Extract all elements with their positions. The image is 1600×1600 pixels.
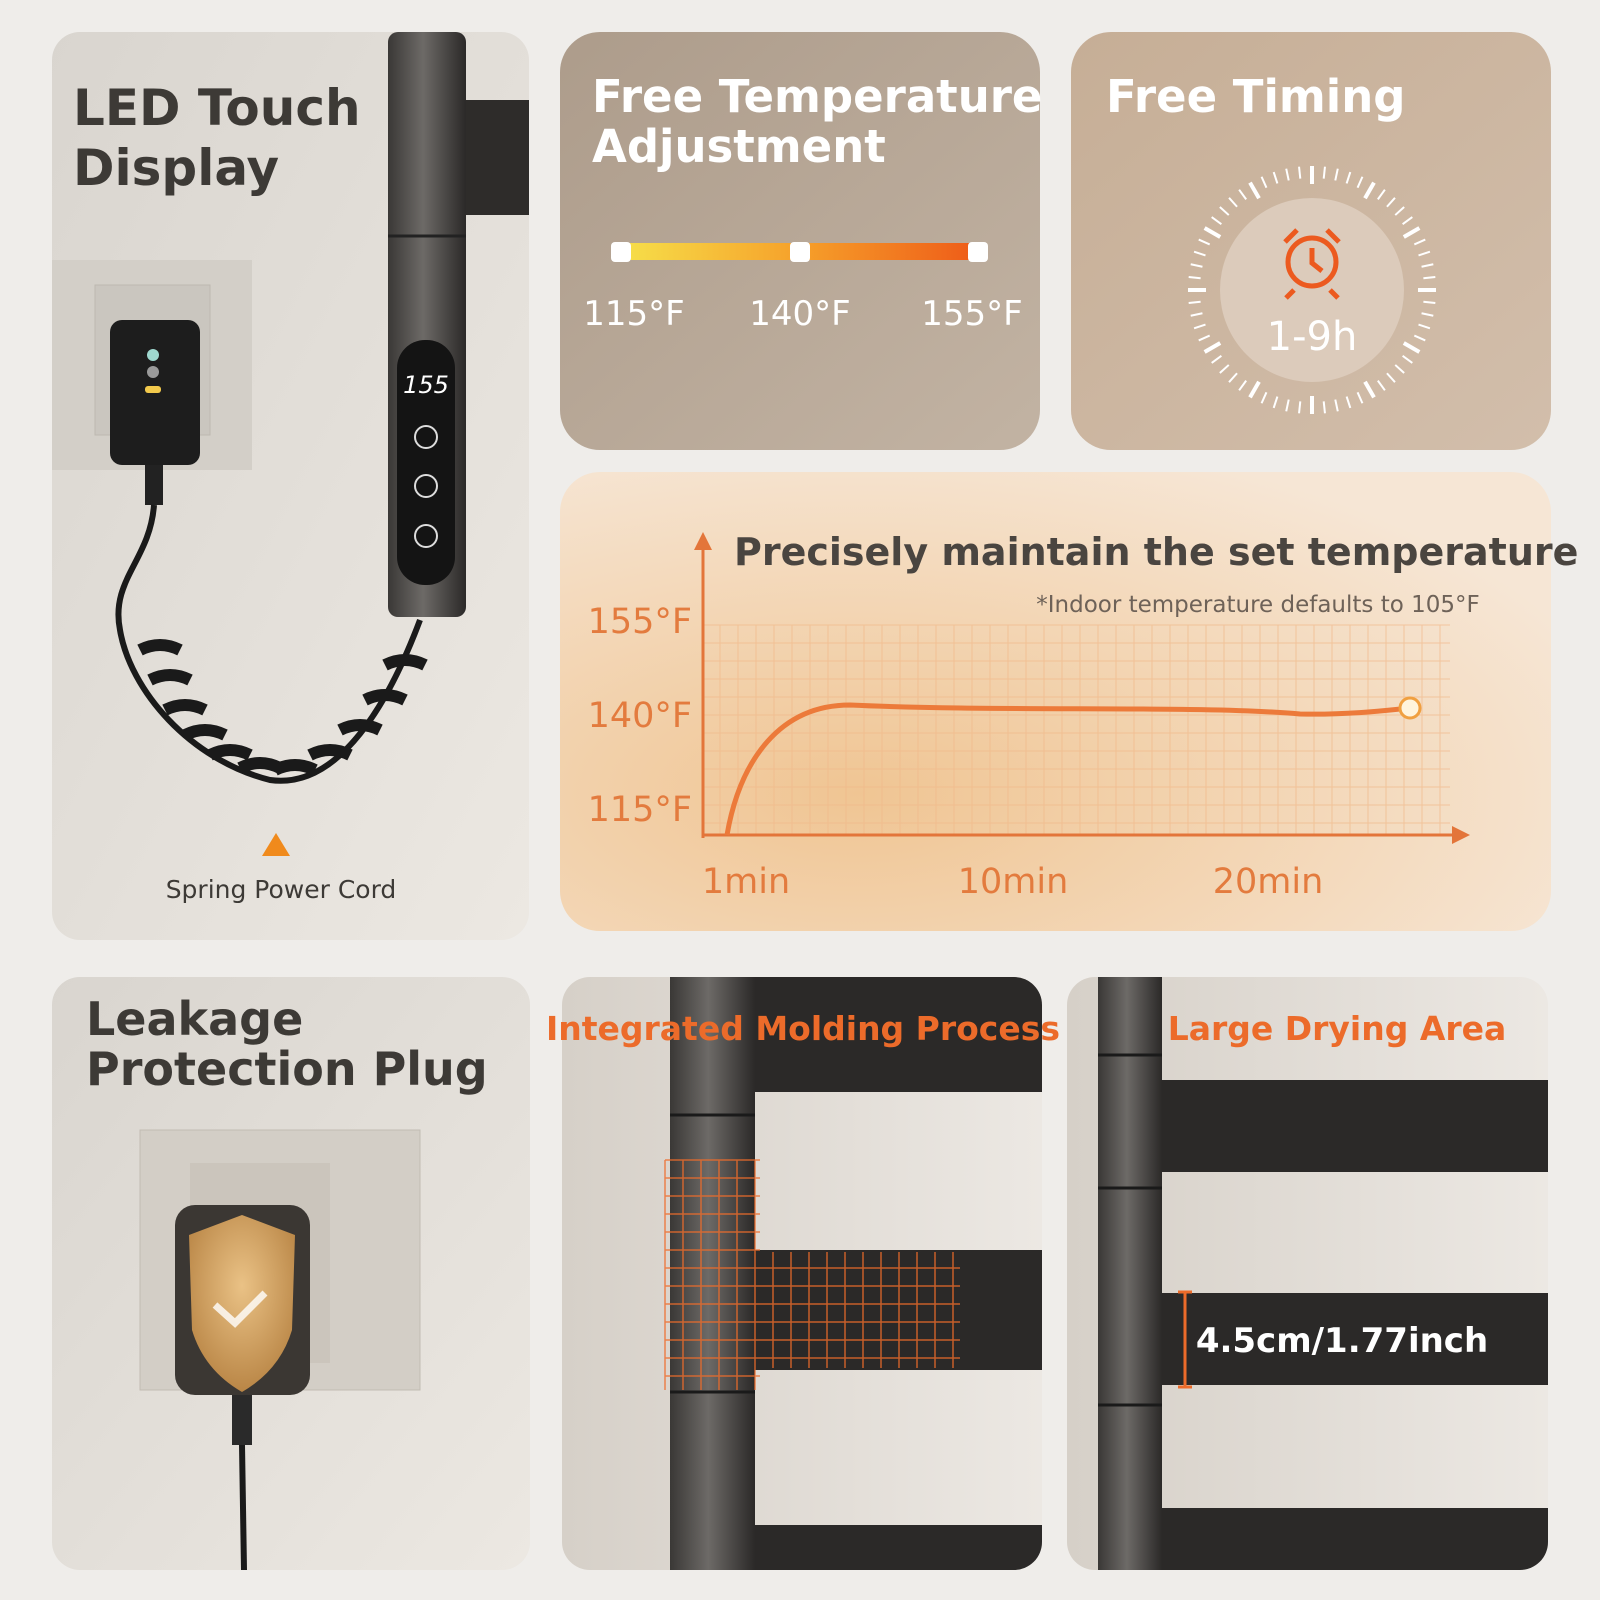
clock-tick [1394, 206, 1405, 216]
clock-tick [1198, 334, 1211, 342]
dimension: 4.5cm/1.77inch [1196, 1321, 1488, 1361]
grid [703, 624, 1450, 835]
clock-tick [1363, 181, 1376, 200]
leakage-title: Leakage [86, 992, 303, 1046]
clock-tick [1402, 226, 1421, 239]
temperature-label: 140°F [749, 294, 850, 334]
axis-arrow [694, 532, 712, 550]
temperature-panel [560, 32, 1040, 450]
curve [724, 702, 1411, 836]
led-panel [52, 32, 529, 940]
clock-tick [1188, 276, 1201, 280]
clock-tick [1421, 263, 1434, 268]
clock-tick [1334, 399, 1339, 412]
clock-tick [1413, 238, 1426, 246]
clock-tick [1345, 396, 1352, 409]
clock-tick [1322, 166, 1326, 179]
leakage-panel [52, 977, 530, 1570]
clock-tick [1423, 300, 1436, 304]
clock-tick [1413, 334, 1426, 342]
timing-range: 1-9h [1267, 314, 1358, 360]
clock-tick [1402, 216, 1413, 225]
maintain-note: *Indoor temperature defaults to 105°F [1036, 592, 1480, 618]
y-label: 140°F [588, 696, 692, 736]
clock-tick [1421, 312, 1434, 317]
slider-knob [790, 242, 810, 262]
clock-tick [1228, 372, 1238, 383]
led-title: LED Touch [73, 79, 361, 137]
temperature-label: 115°F [583, 294, 684, 334]
clock-tick [1260, 391, 1268, 404]
clock-tick [1219, 364, 1230, 374]
clock-tick [1203, 226, 1222, 239]
clock-tick [1248, 181, 1261, 200]
clock-tick [1285, 399, 1290, 412]
clock-tick [1260, 176, 1268, 189]
maintain-panel [560, 472, 1551, 931]
clock-tick [1423, 276, 1436, 280]
x-label: 20min [1213, 862, 1324, 902]
screen-reading: 155 [403, 371, 449, 399]
molding-panel [562, 977, 1042, 1570]
clock-tick [1345, 171, 1352, 184]
maintain-title: Precisely maintain the set temperature [734, 530, 1578, 574]
clock-tick [1356, 176, 1364, 189]
x-label: 10min [958, 862, 1069, 902]
clock-tick [1211, 355, 1222, 364]
clock-tick [1418, 323, 1431, 330]
clock-tick [1298, 401, 1302, 414]
y-label: 155°F [588, 602, 692, 642]
clock-tick [1219, 206, 1230, 216]
alarm-icon [1283, 228, 1341, 300]
temperature-label: 155°F [921, 294, 1022, 334]
clock-tick [1190, 312, 1203, 317]
caption: Spring Power Cord [166, 875, 397, 904]
clock-tick [1322, 401, 1326, 414]
clock-tick [1248, 380, 1261, 399]
clock-tick [1190, 263, 1203, 268]
clock-tick [1402, 341, 1421, 354]
clock-tick [1298, 166, 1302, 179]
y-label: 115°F [588, 790, 692, 830]
drying-title: Large Drying Area [1168, 1009, 1507, 1048]
leakage-title: Protection Plug [86, 1042, 488, 1096]
axis-arrow [1452, 826, 1470, 844]
clock-tick [1285, 168, 1290, 181]
clock-tick [1238, 189, 1247, 200]
clock-tick [1402, 355, 1413, 364]
clock-tick [1386, 197, 1396, 208]
curve-end [1398, 696, 1422, 720]
clock-tick [1203, 341, 1222, 354]
clock-tick [1272, 171, 1279, 184]
clock-tick [1188, 300, 1201, 304]
clock-tick [1238, 380, 1247, 391]
clock-ticks [1188, 166, 1436, 414]
clock-tick [1363, 380, 1376, 399]
clock-tick [1211, 216, 1222, 225]
temperature-title: Free Temperature [592, 70, 1042, 123]
clock-tick [1394, 364, 1405, 374]
clock-tick [1198, 238, 1211, 246]
timing-title: Free Timing [1106, 70, 1405, 123]
clock-tick [1377, 380, 1386, 391]
molding-title: Integrated Molding Process [546, 1009, 1060, 1048]
slider-knob [968, 242, 988, 262]
clock-face [1220, 198, 1404, 382]
slider-knob [611, 242, 631, 262]
clock-tick [1193, 323, 1206, 330]
clock-tick [1228, 197, 1238, 208]
temperature-title: Adjustment [592, 120, 886, 173]
clock-tick [1193, 250, 1206, 257]
led-title: Display [73, 139, 279, 197]
drying-panel [1067, 977, 1548, 1570]
clock-tick [1272, 396, 1279, 409]
clock-tick [1377, 189, 1386, 200]
x-label: 1min [702, 862, 790, 902]
clock-tick [1356, 391, 1364, 404]
clock-tick [1418, 250, 1431, 257]
clock-tick [1386, 372, 1396, 383]
clock-tick [1334, 168, 1339, 181]
